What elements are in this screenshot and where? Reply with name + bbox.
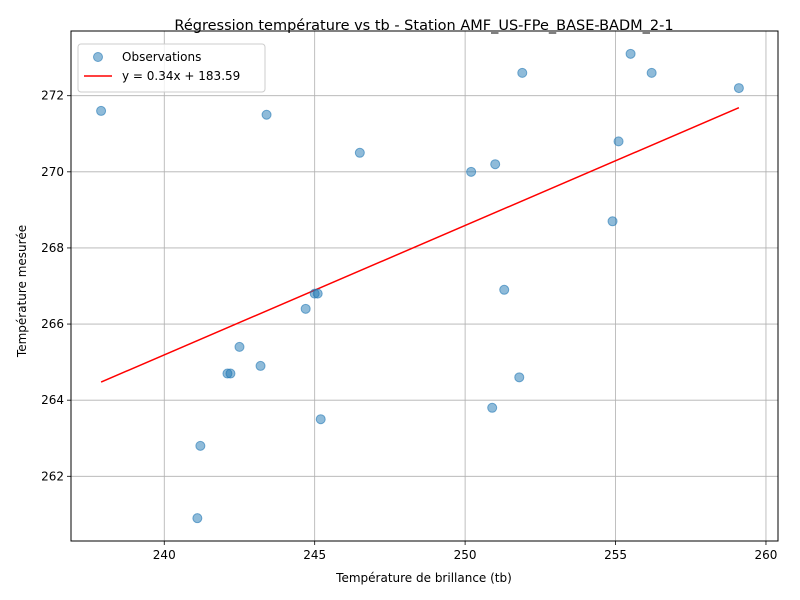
regression-line-layer [100, 107, 740, 383]
scatter-point [625, 48, 636, 59]
y-axis-label: Température mesurée [15, 225, 29, 358]
y-tick-label: 266 [41, 317, 64, 331]
scatter-point [487, 402, 498, 413]
scatter-point [255, 360, 266, 371]
regression-line [100, 107, 740, 383]
scatter-point [613, 136, 624, 147]
scatter-point [607, 216, 618, 227]
scatter-point [96, 105, 107, 116]
scatter-point [261, 109, 272, 120]
scatter-point [300, 303, 311, 314]
scatter-point [312, 288, 323, 299]
y-tick-label: 262 [41, 469, 64, 483]
y-tick-label: 272 [41, 89, 64, 103]
legend-box [77, 43, 266, 93]
scatter-point [195, 440, 206, 451]
x-tick-label: 260 [755, 548, 778, 562]
scatter-point [234, 341, 245, 352]
scatter-point [490, 159, 501, 170]
plot-frame [70, 30, 779, 542]
y-tick-label: 270 [41, 165, 64, 179]
x-tick-label: 245 [303, 548, 326, 562]
scatter-point [733, 83, 744, 94]
y-axis-ticks: 262 264 266 268 270 272 [41, 89, 71, 483]
scatter-point [499, 284, 510, 295]
x-axis-label: Température de brillance (tb) [335, 571, 512, 585]
legend-label-observations: Observations [122, 50, 201, 64]
legend: Observations y = 0.34x + 183.59 [77, 43, 266, 93]
scatter-point [192, 513, 203, 524]
x-tick-label: 250 [454, 548, 477, 562]
legend-label-regression: y = 0.34x + 183.59 [122, 69, 240, 83]
y-tick-label: 268 [41, 241, 64, 255]
x-tick-label: 255 [604, 548, 627, 562]
scatter-points [96, 48, 744, 524]
scatter-point [225, 368, 236, 379]
scatter-point [514, 372, 525, 383]
scatter-point [466, 166, 477, 177]
scatter-point [354, 147, 365, 158]
chart-title: Régression température vs tb - Station A… [174, 18, 673, 34]
scatter-point [646, 67, 657, 78]
grid [71, 31, 778, 541]
x-axis-ticks: 240 245 250 255 260 [153, 541, 778, 562]
scatter-point [517, 67, 528, 78]
legend-marker-observations [93, 52, 103, 62]
x-tick-label: 240 [153, 548, 176, 562]
y-tick-label: 264 [41, 393, 64, 407]
scatter-point [315, 414, 326, 425]
